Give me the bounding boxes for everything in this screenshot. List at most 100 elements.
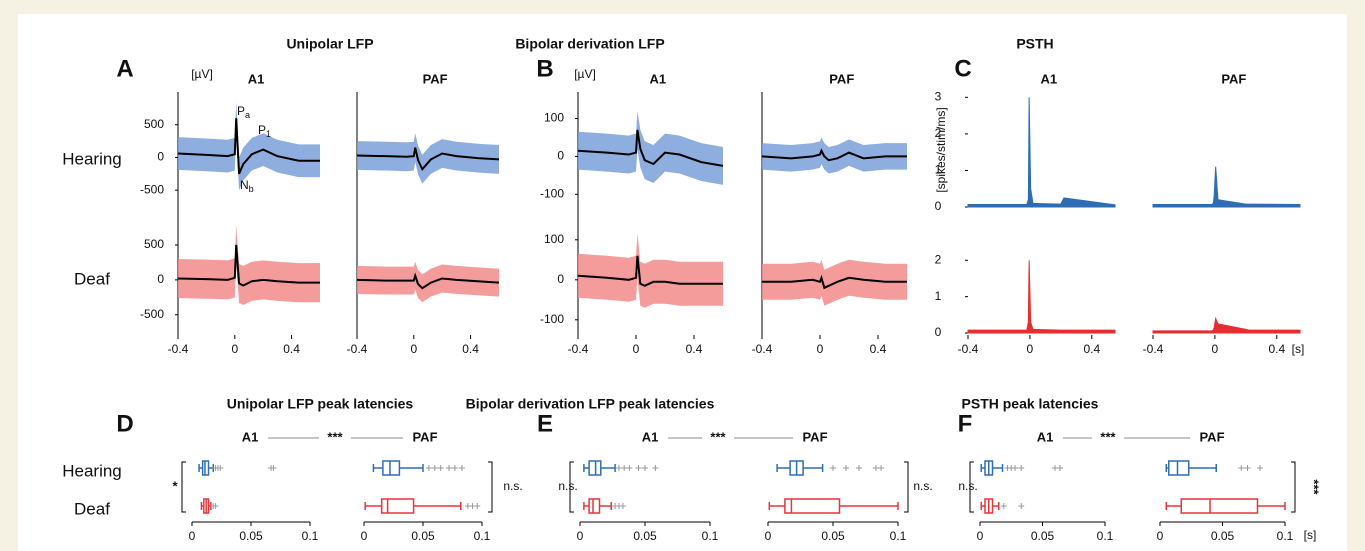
x-tick-label: 0 xyxy=(977,529,984,543)
box xyxy=(382,460,401,476)
y-tick-label: 0 xyxy=(157,150,164,164)
trial-band xyxy=(178,101,320,191)
group-header: A1 xyxy=(1037,429,1054,444)
row-label: Deaf xyxy=(74,269,110,288)
left-sig: * xyxy=(172,478,178,493)
outlier xyxy=(856,465,862,471)
outlier xyxy=(616,465,622,471)
panel-title: Unipolar LFP peak latencies xyxy=(227,396,414,412)
peak-annotation-main: N xyxy=(240,178,249,192)
outlier xyxy=(474,503,481,509)
outlier xyxy=(830,465,836,471)
outlier xyxy=(1057,465,1063,471)
x-tick-label: -0.4 xyxy=(958,342,979,356)
column-header: PAF xyxy=(423,71,448,86)
outlier xyxy=(445,465,452,471)
panel-letter: E xyxy=(537,410,553,437)
x-tick-label: 0.4 xyxy=(462,342,479,356)
left-bracket xyxy=(181,461,186,513)
outlier xyxy=(1244,465,1251,471)
x-tick-label: 0 xyxy=(1212,342,1219,356)
outlier xyxy=(1012,465,1018,471)
trial-band xyxy=(357,133,499,184)
column-header: A1 xyxy=(248,71,265,86)
mean-trace xyxy=(356,272,500,290)
mean-trace xyxy=(577,129,724,167)
x-tick-label: 0.1 xyxy=(302,529,319,543)
group-header: PAF xyxy=(1199,429,1224,444)
panel-letter: B xyxy=(536,55,553,82)
right-bracket xyxy=(1291,461,1296,513)
y-tick-label: 2 xyxy=(935,252,942,266)
x-tick-label: 0.1 xyxy=(474,529,491,543)
x-tick-label: -0.4 xyxy=(568,342,589,356)
right-sig: n.s. xyxy=(913,479,932,493)
outlier xyxy=(1257,465,1263,471)
peak-annotation-main: P xyxy=(258,123,266,137)
x-tick-label: 0.4 xyxy=(870,342,887,356)
row-label: Deaf xyxy=(74,499,110,518)
x-tick-label: 0.05 xyxy=(411,529,435,543)
y-tick-label: 100 xyxy=(544,111,564,125)
x-tick-label: 0.4 xyxy=(686,342,703,356)
psth-area xyxy=(967,260,1116,334)
x-tick-label: -0.4 xyxy=(1143,342,1164,356)
y-tick-label: 0 xyxy=(157,272,164,286)
outlier xyxy=(1018,503,1025,509)
x-tick-label: 0 xyxy=(577,529,584,543)
comparison-sig: *** xyxy=(1100,429,1116,444)
y-tick-label: -100 xyxy=(540,312,564,326)
x-tick-label: 0 xyxy=(1027,342,1034,356)
outlier xyxy=(431,465,438,471)
psth-area xyxy=(967,97,1116,208)
panel-title: Bipolar derivation LFP xyxy=(515,36,664,52)
y-tick-label: -100 xyxy=(540,186,564,200)
y-unit: [µV] xyxy=(191,67,213,81)
y-unit: [spikes/stim/ms] xyxy=(934,107,948,192)
trial-band xyxy=(578,110,723,185)
x-tick-label: 0 xyxy=(231,342,238,356)
y-unit: [µV] xyxy=(574,67,596,81)
panel-letter: F xyxy=(958,410,973,437)
x-tick-label: 0.05 xyxy=(239,529,263,543)
x-tick-label: 0.05 xyxy=(821,529,845,543)
outlier xyxy=(626,465,633,471)
psth-area xyxy=(1152,166,1301,208)
right-sig: n.s. xyxy=(503,479,522,493)
x-tick-label: 0.4 xyxy=(283,342,300,356)
comparison-sig: *** xyxy=(327,429,343,444)
x-tick-label: -0.4 xyxy=(168,342,189,356)
left-bracket xyxy=(569,461,574,513)
column-header: PAF xyxy=(829,71,854,86)
column-header: A1 xyxy=(1041,71,1058,86)
outlier xyxy=(437,465,444,471)
box xyxy=(380,498,415,514)
box xyxy=(1168,460,1190,476)
outlier xyxy=(217,465,224,471)
group-header: PAF xyxy=(802,429,827,444)
x-tick-label: 0.1 xyxy=(702,529,719,543)
x-tick-label: 0.05 xyxy=(633,529,657,543)
peak-annotation: Nb xyxy=(240,178,254,194)
row-label: Hearing xyxy=(62,461,122,480)
outlier xyxy=(425,465,432,471)
y-tick-label: 0 xyxy=(557,149,564,163)
mean-trace xyxy=(762,274,907,290)
peak-annotation-sub: a xyxy=(245,110,250,120)
outlier xyxy=(621,465,628,471)
peak-annotation-sub: b xyxy=(249,184,254,194)
right-bracket xyxy=(904,461,909,513)
x-tick-label: -0.4 xyxy=(347,342,368,356)
y-tick-label: -500 xyxy=(140,307,164,321)
column-header: A1 xyxy=(649,71,666,86)
box xyxy=(784,498,841,514)
y-tick-label: 100 xyxy=(544,232,564,246)
outlier xyxy=(270,465,277,471)
group-header: PAF xyxy=(412,429,437,444)
y-tick-label: 500 xyxy=(144,117,164,131)
trial-band xyxy=(178,225,320,305)
x-unit: [s] xyxy=(1304,528,1317,542)
outlier xyxy=(1018,465,1025,471)
